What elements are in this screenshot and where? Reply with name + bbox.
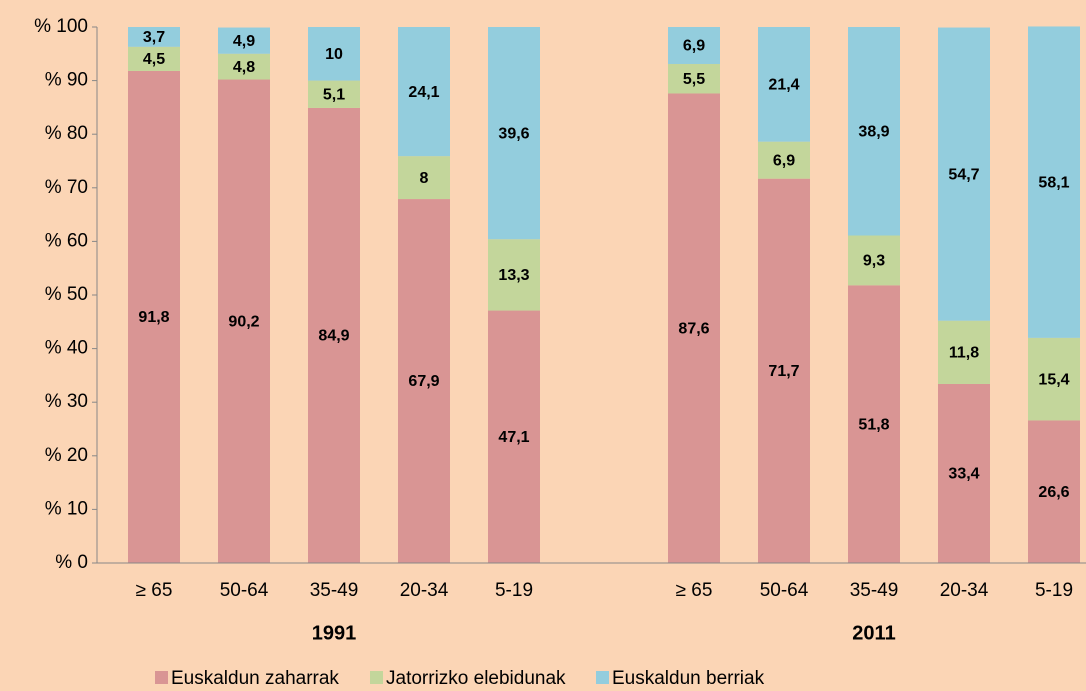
bar-segment <box>128 70 180 564</box>
y-tick-label: % 40 <box>45 338 88 359</box>
legend-label: Euskaldun zaharrak <box>171 668 339 689</box>
bar-segment <box>398 27 450 157</box>
value-label: 26,6 <box>1038 484 1069 501</box>
value-label: 15,4 <box>1038 371 1069 388</box>
group-label: 1991 <box>312 622 357 644</box>
value-label: 91,8 <box>138 309 169 326</box>
bar-segment <box>668 27 720 64</box>
bar-segment <box>848 285 900 563</box>
y-tick-label: % 70 <box>45 177 88 198</box>
value-label: 71,7 <box>768 363 799 380</box>
value-label: 13,3 <box>498 267 529 284</box>
bar-segment <box>758 178 810 564</box>
bar-segment <box>938 27 990 321</box>
value-label: 90,2 <box>228 313 259 330</box>
bar-segment <box>308 107 360 563</box>
bar-segment <box>668 63 720 94</box>
value-label: 4,5 <box>143 51 165 68</box>
x-tick-label: 20-34 <box>400 580 449 601</box>
bar-segment <box>848 27 900 236</box>
value-label: 5,5 <box>683 71 705 88</box>
value-label: 9,3 <box>863 253 885 270</box>
bar-segment <box>308 80 360 108</box>
x-tick-label: 5-19 <box>1035 580 1073 601</box>
value-label: 51,8 <box>858 416 889 433</box>
value-label: 67,9 <box>408 373 439 390</box>
bar-segment <box>488 310 540 563</box>
value-label: 3,7 <box>143 29 165 46</box>
bar-segment <box>488 239 540 311</box>
value-label: 58,1 <box>1038 174 1069 191</box>
bar-segment <box>1028 26 1080 338</box>
x-tick-label: 50-64 <box>220 580 269 601</box>
value-label: 84,9 <box>318 328 349 345</box>
y-tick-label: % 60 <box>45 230 88 251</box>
bar-segment <box>218 27 270 54</box>
bar-segment <box>1028 337 1080 421</box>
bar-segment <box>938 383 990 563</box>
value-label: 21,4 <box>768 77 799 94</box>
value-label: 4,9 <box>233 33 255 50</box>
x-tick-label: 35-49 <box>310 580 359 601</box>
bar-segment <box>128 27 180 47</box>
value-label: 8 <box>420 170 429 187</box>
y-tick-label: % 10 <box>45 498 88 519</box>
legend-swatch <box>370 671 383 684</box>
value-label: 38,9 <box>858 123 889 140</box>
bar-segment <box>758 141 810 179</box>
x-tick-label: ≥ 65 <box>676 580 713 601</box>
x-tick-label: 20-34 <box>940 580 989 601</box>
legend-label: Jatorrizko elebidunak <box>386 668 566 689</box>
value-label: 5,1 <box>323 86 345 103</box>
bar-segment <box>938 320 990 384</box>
x-tick-label: 35-49 <box>850 580 899 601</box>
bar-segment <box>398 156 450 200</box>
value-label: 4,8 <box>233 59 255 76</box>
bar-segment <box>218 53 270 80</box>
bar-segment <box>218 79 270 563</box>
bar-segment <box>1028 420 1080 563</box>
value-label: 10 <box>325 46 343 63</box>
bar-segment <box>488 27 540 240</box>
x-tick-label: ≥ 65 <box>136 580 173 601</box>
value-label: 6,9 <box>683 38 705 55</box>
legend-swatch <box>596 671 609 684</box>
y-tick-label: % 50 <box>45 284 88 305</box>
bar-segment <box>758 27 810 142</box>
y-tick-label: % 0 <box>55 552 88 573</box>
value-label: 24,1 <box>408 84 439 101</box>
value-label: 11,8 <box>949 345 979 362</box>
y-tick-label: % 90 <box>45 70 88 91</box>
bar-segment <box>848 235 900 286</box>
y-tick-label: % 30 <box>45 391 88 412</box>
bar-segment <box>398 199 450 563</box>
bar-segment <box>668 93 720 564</box>
value-label: 54,7 <box>948 166 979 183</box>
value-label: 33,4 <box>948 466 979 483</box>
value-label: 87,6 <box>678 320 709 337</box>
y-tick-label: % 80 <box>45 123 88 144</box>
bar-segment <box>128 46 180 71</box>
value-label: 47,1 <box>498 429 529 446</box>
x-tick-label: 50-64 <box>760 580 809 601</box>
legend-label: Euskaldun berriak <box>612 668 765 689</box>
value-label: 39,6 <box>498 125 529 142</box>
x-tick-label: 5-19 <box>495 580 533 601</box>
value-label: 6,9 <box>773 152 795 169</box>
legend-swatch <box>155 671 168 684</box>
group-label: 2011 <box>852 622 895 644</box>
y-tick-label: % 100 <box>34 16 88 37</box>
bar-segment <box>308 27 360 81</box>
y-tick-label: % 20 <box>45 445 88 466</box>
